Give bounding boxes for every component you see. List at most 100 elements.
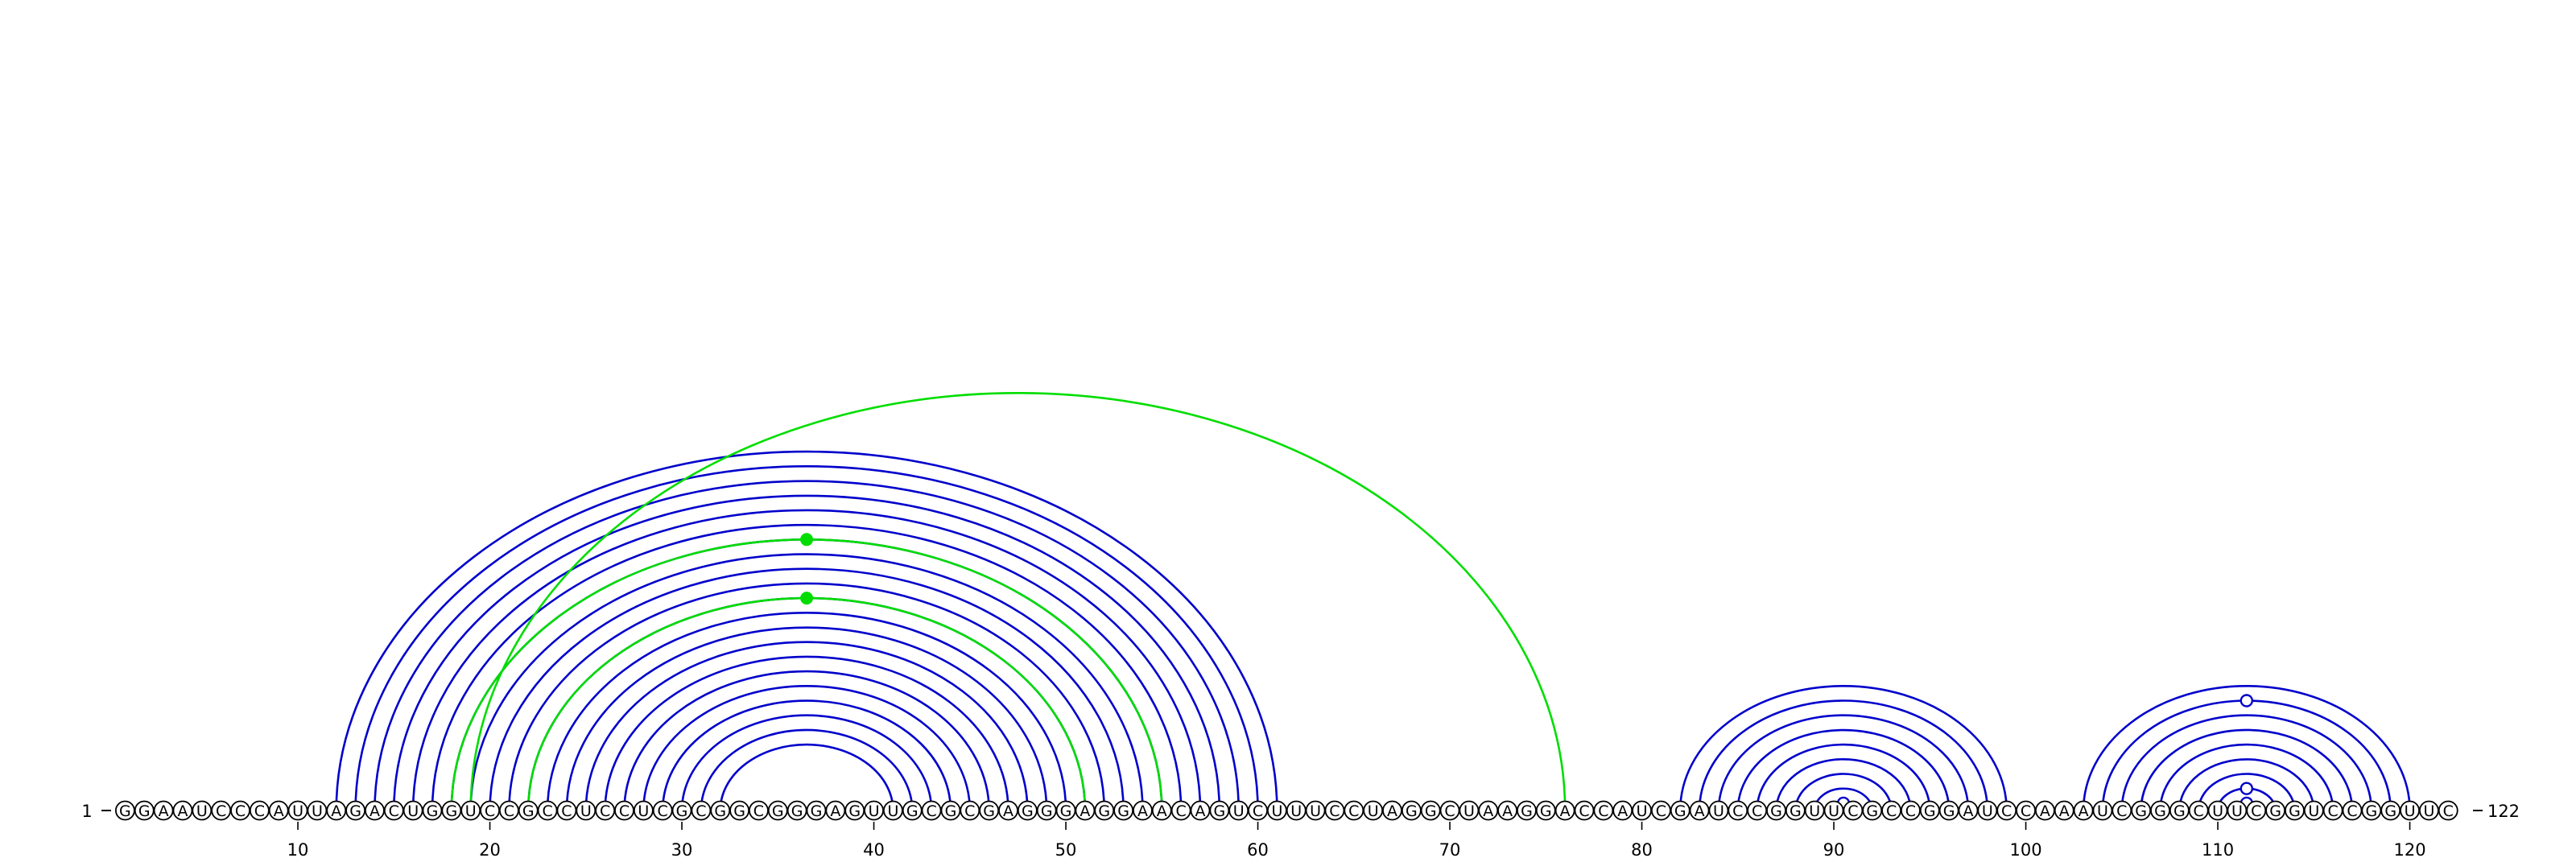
inner-stem-arc-28-45 bbox=[642, 685, 972, 811]
nucleotide-letter: A bbox=[369, 802, 380, 820]
nucleotide-1: G bbox=[114, 800, 135, 821]
nucleotide-letter: U bbox=[1637, 802, 1648, 820]
nucleotide-letter: U bbox=[407, 802, 419, 820]
main-stem-arc-14-59 bbox=[374, 480, 1240, 811]
nucleotide-letter: C bbox=[2251, 802, 2261, 820]
nucleotide-97: A bbox=[1958, 800, 1979, 821]
nucleotide-19: U bbox=[460, 800, 481, 821]
nucleotide-87: G bbox=[1766, 800, 1786, 821]
nucleotide-16: U bbox=[402, 800, 423, 821]
inner-stem-arc-32-41 bbox=[719, 743, 894, 811]
nucleotide-49: G bbox=[1036, 800, 1057, 821]
nucleotide-94: C bbox=[1901, 800, 1921, 821]
nucleotide-72: A bbox=[1478, 800, 1499, 821]
nucleotide-64: C bbox=[1324, 800, 1345, 821]
nucleotide-51: A bbox=[1075, 800, 1096, 821]
nucleotide-31: C bbox=[691, 800, 712, 821]
nucleotide-letter: C bbox=[561, 802, 572, 820]
nucleotide-88: G bbox=[1785, 800, 1806, 821]
nucleotide-121: U bbox=[2418, 800, 2439, 821]
nucleotide-letter: G bbox=[1213, 802, 1225, 820]
nucleotide-letter: G bbox=[2289, 802, 2301, 820]
nucleotide-61: U bbox=[1267, 800, 1287, 821]
nucleotide-98: U bbox=[1977, 800, 1998, 821]
nucleotide-115: U bbox=[2303, 800, 2324, 821]
nucleotide-32: G bbox=[710, 800, 731, 821]
nucleotide-114: G bbox=[2285, 800, 2305, 821]
nucleotide-59: U bbox=[1228, 800, 1249, 821]
nucleotide-106: G bbox=[2131, 800, 2152, 821]
nucleotide-letter: U bbox=[465, 802, 477, 820]
nucleotide-letter: A bbox=[830, 802, 840, 820]
nucleotide-letter: U bbox=[2097, 802, 2108, 820]
nucleotide-21: C bbox=[499, 800, 519, 821]
nucleotide-57: A bbox=[1190, 800, 1211, 821]
main-stem-arc-17-56 bbox=[431, 523, 1183, 811]
inner-stem-arc-31-42 bbox=[700, 728, 914, 811]
nucleotide-letter: C bbox=[235, 802, 246, 820]
nucleotide-letter: U bbox=[2231, 802, 2243, 820]
nucleotide-letter: G bbox=[1770, 802, 1782, 820]
axis-tick-label: 60 bbox=[1247, 840, 1269, 858]
nucleotide-120: U bbox=[2400, 800, 2420, 821]
nucleotide-letter: U bbox=[1290, 802, 1302, 820]
main-stem-arc-19-54 bbox=[469, 553, 1144, 811]
nucleotide-113: G bbox=[2265, 800, 2286, 821]
nucleotide-55: A bbox=[1151, 800, 1172, 821]
nucleotide-99: C bbox=[1996, 800, 2017, 821]
nucleotide-letter: C bbox=[1847, 802, 1858, 820]
nucleotide-letter: A bbox=[1157, 802, 1167, 820]
nucleotide-letter: A bbox=[177, 802, 188, 820]
nucleotide-40: U bbox=[864, 800, 884, 821]
nucleotide-29: C bbox=[652, 800, 673, 821]
axis-ticks: 10 20 30 40 50 60 70 80 90 100 110 120 bbox=[287, 822, 2426, 858]
nucleotide-43: C bbox=[921, 800, 942, 821]
nucleotide-letter: G bbox=[983, 802, 995, 820]
nucleotide-18: G bbox=[441, 800, 462, 821]
nucleotide-96: G bbox=[1938, 800, 1959, 821]
nucleotide-letter: G bbox=[119, 802, 131, 820]
hairpin-2-arc-109-114 bbox=[2197, 773, 2296, 811]
main-stem-arc-25-48 bbox=[584, 641, 1029, 811]
axis-tick-label: 40 bbox=[863, 840, 885, 858]
nucleotide-48: G bbox=[1017, 800, 1038, 821]
nucleotide-letter: C bbox=[1656, 802, 1666, 820]
nucleotide-letter: C bbox=[658, 802, 668, 820]
nucleotide-78: C bbox=[1593, 800, 1614, 821]
nucleotide-letter: A bbox=[1502, 802, 1513, 820]
nucleotide-102: A bbox=[2054, 800, 2074, 821]
hairpin-1-arc-85-96 bbox=[1736, 728, 1951, 811]
nucleotide-24: C bbox=[556, 800, 577, 821]
nucleotide-letter: G bbox=[945, 802, 957, 820]
nucleotide-103: A bbox=[2073, 800, 2094, 821]
nucleotide-letter: G bbox=[2365, 802, 2377, 820]
nucleotide-117: C bbox=[2342, 800, 2363, 821]
nucleotide-2: G bbox=[134, 800, 155, 821]
nucleotide-letter: U bbox=[1809, 802, 1820, 820]
nucleotide-letter: G bbox=[1943, 802, 1955, 820]
nucleotide-90: U bbox=[1823, 800, 1844, 821]
nucleotide-letter: C bbox=[216, 802, 226, 820]
nucleotide-80: U bbox=[1632, 800, 1652, 821]
nucleotide-letter: G bbox=[522, 802, 535, 820]
nucleotide-letter: A bbox=[1195, 802, 1206, 820]
nucleotide-letter: A bbox=[1695, 802, 1705, 820]
nucleotide-letter: U bbox=[292, 802, 303, 820]
nucleotide-letter: A bbox=[2059, 802, 2070, 820]
hairpin-2-arc-105-118 bbox=[2120, 714, 2373, 811]
nucleotide-111: U bbox=[2227, 800, 2248, 821]
nucleotide-letter: C bbox=[2347, 802, 2357, 820]
nucleotide-letter: U bbox=[2423, 802, 2434, 820]
axis-tick-label: 20 bbox=[479, 840, 501, 858]
nucleotide-82: G bbox=[1670, 800, 1690, 821]
nucleotide-17: G bbox=[422, 800, 443, 821]
nucleotide-7: C bbox=[230, 800, 250, 821]
nucleotide-101: A bbox=[2034, 800, 2055, 821]
nucleotide-letter: C bbox=[1329, 802, 1340, 820]
axis-tick-label: 30 bbox=[671, 840, 693, 858]
main-stem-arc-21-52 bbox=[508, 582, 1106, 811]
nucleotide-66: U bbox=[1363, 800, 1384, 821]
nucleotide-letter: G bbox=[2135, 802, 2147, 820]
nucleotide-35: G bbox=[767, 800, 788, 821]
nucleotide-letter: U bbox=[1982, 802, 1993, 820]
